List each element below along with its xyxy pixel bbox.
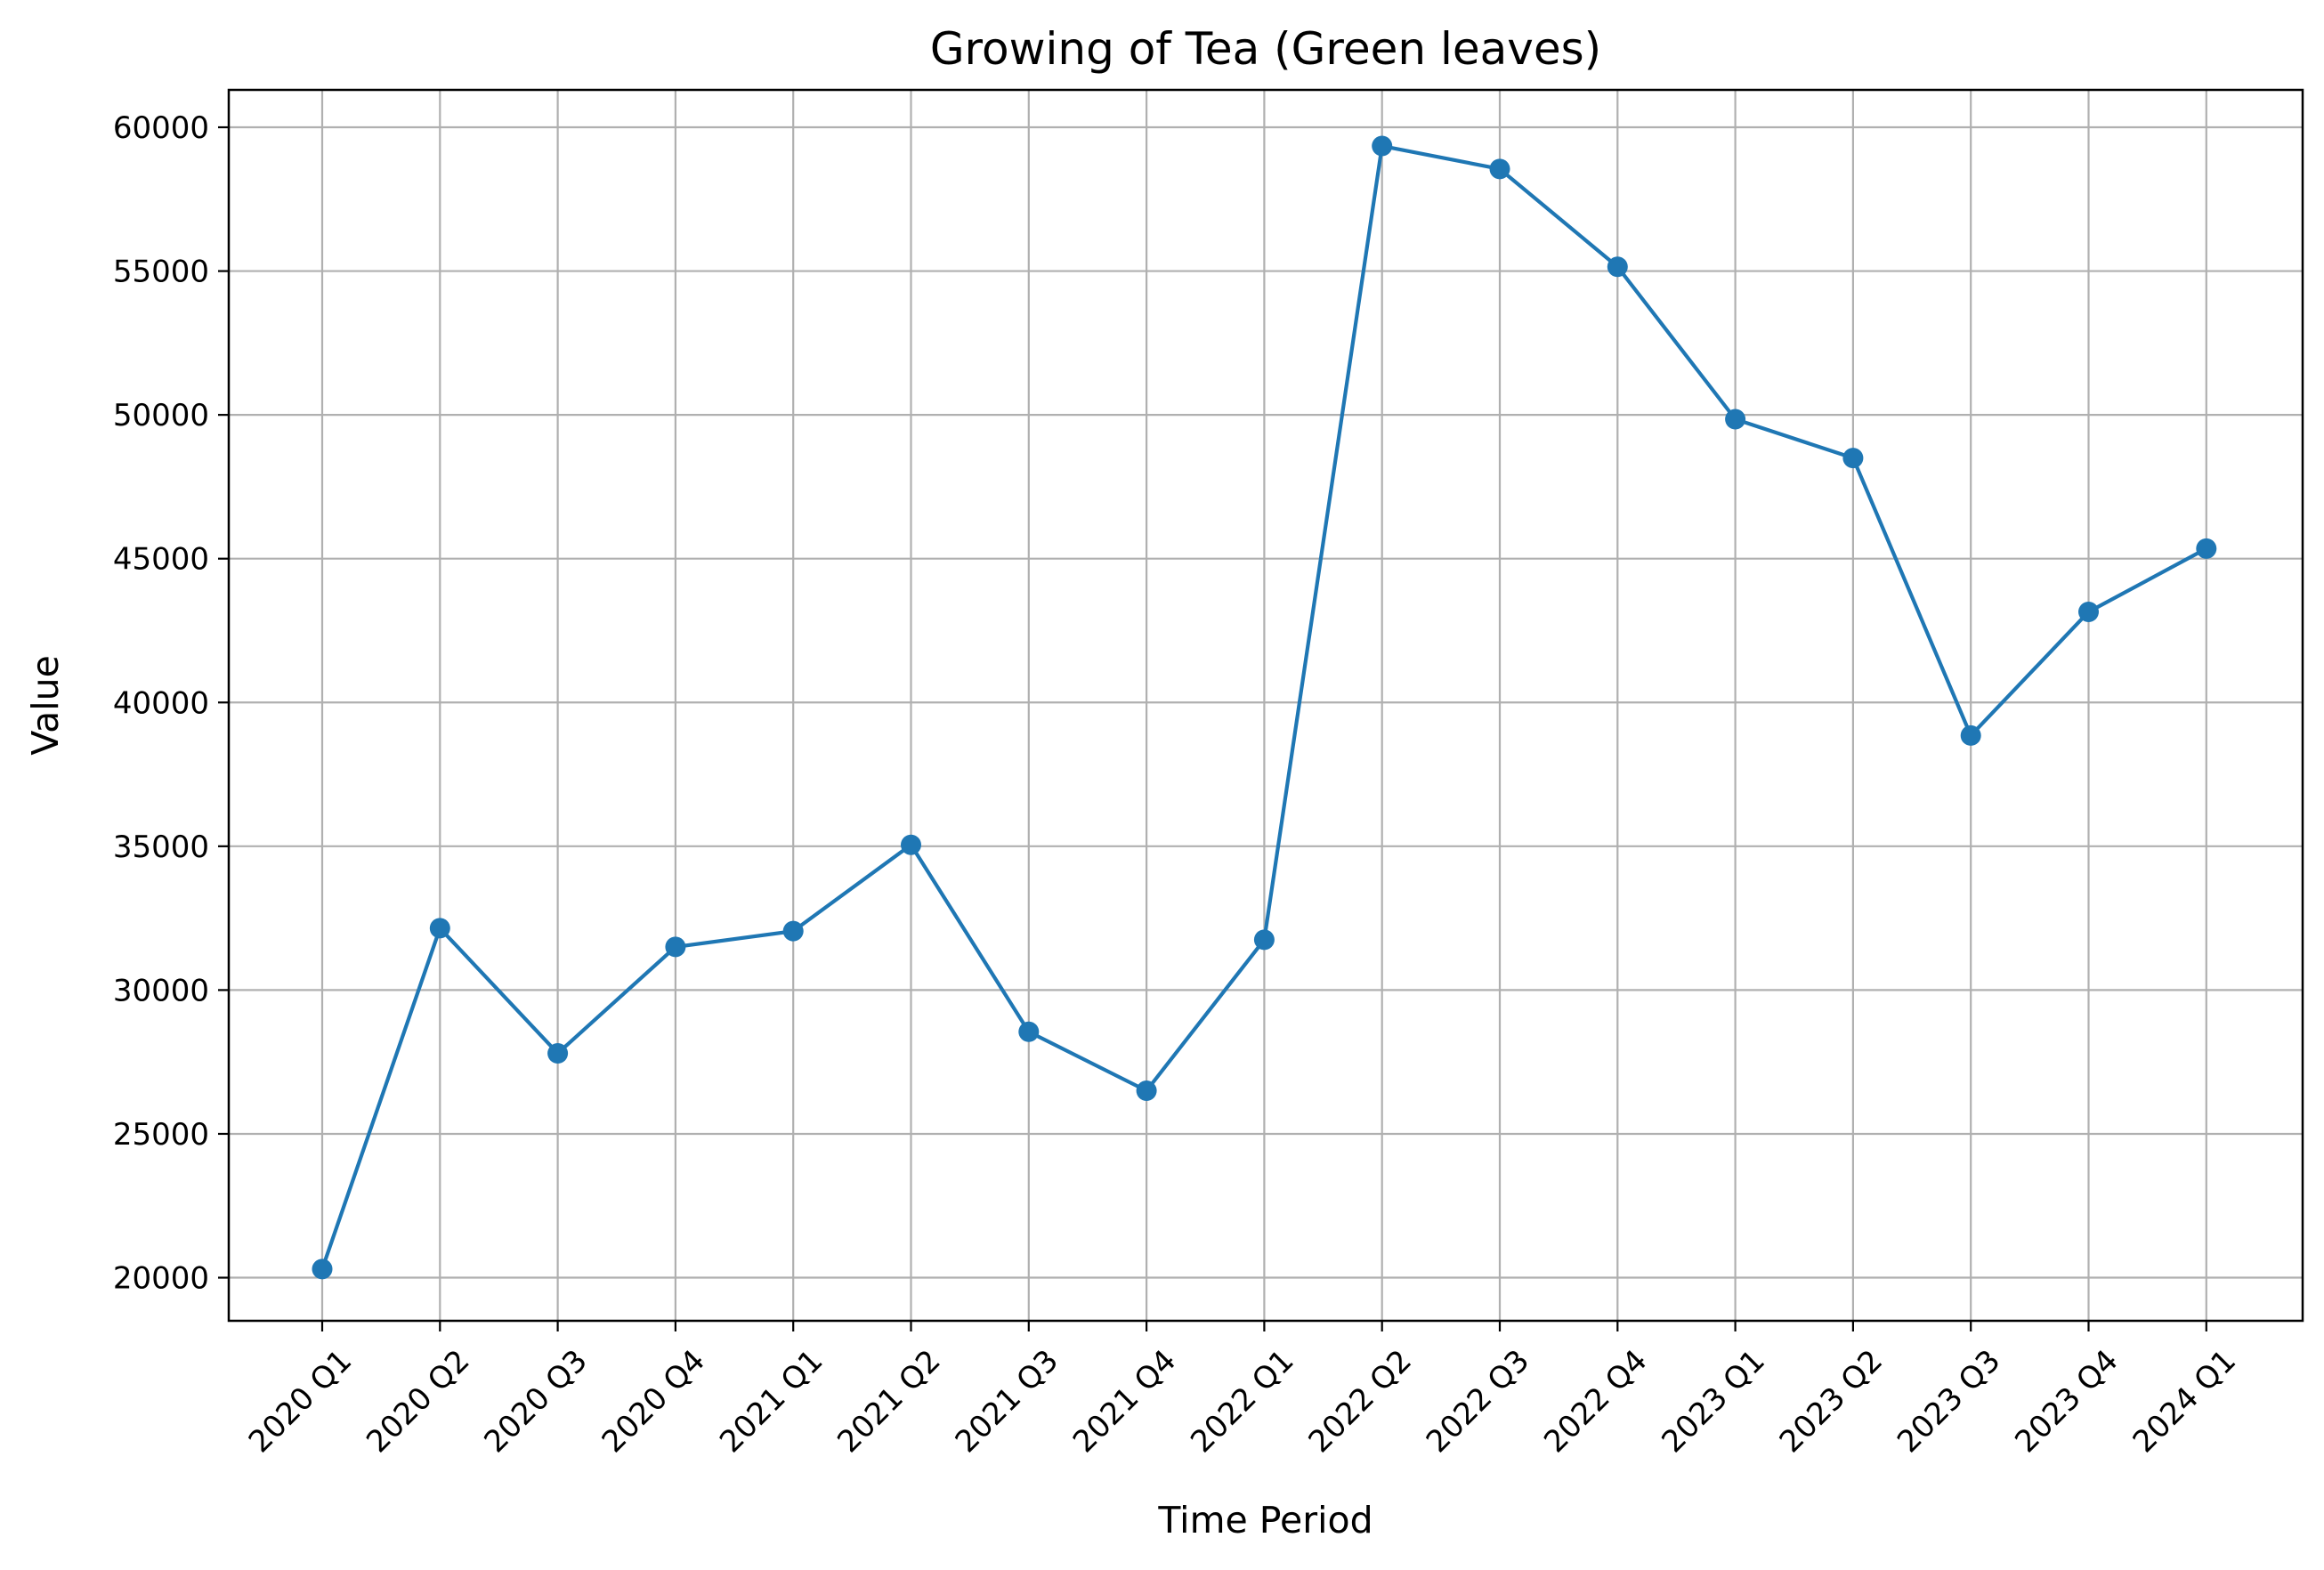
x-tick-label: 2022 Q2	[1302, 1343, 1419, 1460]
data-point	[901, 834, 921, 855]
x-tick-label: 2021 Q2	[830, 1343, 947, 1460]
grid	[229, 90, 2303, 1321]
data-point	[1960, 724, 1981, 746]
data-point	[1018, 1021, 1040, 1042]
x-tick-label: 2020 Q2	[360, 1343, 476, 1460]
y-tick-label: 20000	[113, 1261, 209, 1297]
data-point	[312, 1258, 333, 1280]
x-tick-label: 2021 Q4	[1066, 1343, 1183, 1460]
y-tick-label: 25000	[113, 1117, 209, 1153]
y-tick-label: 55000	[113, 255, 209, 290]
x-tick-label: 2021 Q1	[713, 1343, 830, 1460]
chart-title: Growing of Tea (Green leaves)	[930, 23, 1601, 75]
x-tick-label: 2023 Q4	[2008, 1343, 2125, 1460]
x-tick-label: 2022 Q4	[1537, 1343, 1654, 1460]
data-point	[1372, 135, 1393, 157]
data-point	[429, 918, 450, 939]
data-point	[2078, 601, 2099, 622]
y-axis-ticks: 20000 25000 30000 35000 40000 45000 50000 55000…	[113, 110, 229, 1297]
y-tick-label: 50000	[113, 398, 209, 433]
x-tick-label: 2020 Q1	[242, 1343, 359, 1460]
data-point	[2196, 538, 2217, 559]
x-axis-ticks: 2020 Q1 2020 Q2 2020 Q3 2020 Q4 2021 Q1 2021 …	[242, 1321, 2243, 1460]
x-tick-label: 2023 Q2	[1773, 1343, 1890, 1460]
x-tick-label: 2020 Q3	[477, 1343, 594, 1460]
data-point	[1842, 448, 1864, 469]
data-point	[1489, 158, 1510, 180]
y-tick-label: 35000	[113, 830, 209, 865]
y-tick-label: 45000	[113, 542, 209, 578]
data-point	[1253, 929, 1275, 951]
x-tick-label: 2022 Q1	[1184, 1343, 1300, 1460]
data-point	[1136, 1080, 1157, 1101]
y-axis-title: Value	[24, 655, 67, 756]
x-axis-title: Time Period	[1157, 1499, 1373, 1542]
data-point	[547, 1042, 569, 1064]
x-tick-label: 2021 Q3	[949, 1343, 1065, 1460]
x-tick-label: 2020 Q4	[595, 1343, 712, 1460]
plot-frame	[227, 88, 2304, 1323]
y-tick-label: 30000	[113, 973, 209, 1008]
x-tick-label: 2023 Q3	[1891, 1343, 2007, 1460]
x-tick-label: 2022 Q3	[1420, 1343, 1536, 1460]
data-point	[1725, 409, 1746, 430]
y-tick-label: 60000	[113, 110, 209, 146]
data-point	[782, 920, 804, 942]
y-tick-label: 40000	[113, 685, 209, 721]
series	[312, 135, 2217, 1280]
x-tick-label: 2023 Q1	[1655, 1343, 1771, 1460]
data-point	[1607, 256, 1628, 278]
data-point	[665, 936, 686, 958]
x-tick-label: 2024 Q1	[2126, 1343, 2243, 1460]
